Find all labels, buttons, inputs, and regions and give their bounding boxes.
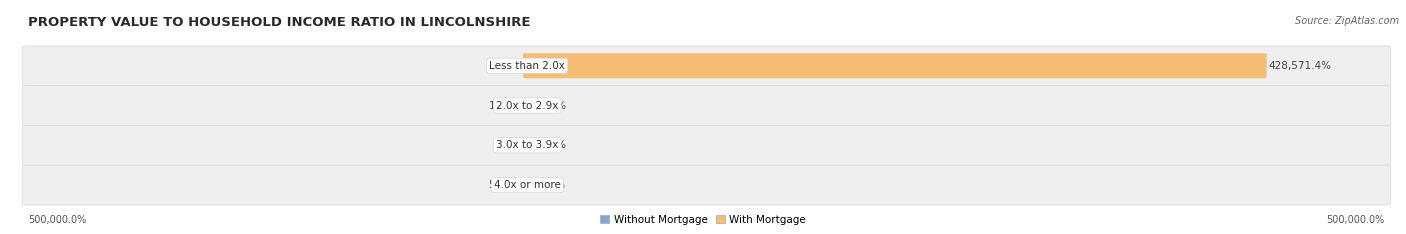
Text: 53.9%: 53.9% xyxy=(488,180,522,190)
FancyBboxPatch shape xyxy=(22,46,1391,86)
Text: 4.0x or more: 4.0x or more xyxy=(494,180,561,190)
FancyBboxPatch shape xyxy=(523,53,1267,78)
Text: 15.4%: 15.4% xyxy=(488,101,522,110)
Text: 17.9%: 17.9% xyxy=(533,180,567,190)
Text: Less than 2.0x: Less than 2.0x xyxy=(489,61,565,71)
Text: 35.7%: 35.7% xyxy=(533,101,567,110)
Legend: Without Mortgage, With Mortgage: Without Mortgage, With Mortgage xyxy=(596,210,810,229)
FancyBboxPatch shape xyxy=(22,86,1391,125)
Text: 3.0x to 3.9x: 3.0x to 3.9x xyxy=(496,140,558,150)
Text: PROPERTY VALUE TO HOUSEHOLD INCOME RATIO IN LINCOLNSHIRE: PROPERTY VALUE TO HOUSEHOLD INCOME RATIO… xyxy=(28,16,530,29)
Text: 428,571.4%: 428,571.4% xyxy=(1268,61,1331,71)
FancyBboxPatch shape xyxy=(22,125,1391,165)
FancyBboxPatch shape xyxy=(22,165,1391,205)
Text: 500,000.0%: 500,000.0% xyxy=(28,215,86,225)
Text: 25.0%: 25.0% xyxy=(533,140,567,150)
Text: 2.0x to 2.9x: 2.0x to 2.9x xyxy=(496,101,558,110)
Text: 7.7%: 7.7% xyxy=(495,140,522,150)
Text: Source: ZipAtlas.com: Source: ZipAtlas.com xyxy=(1295,16,1399,26)
Text: 23.1%: 23.1% xyxy=(488,61,522,71)
Text: 500,000.0%: 500,000.0% xyxy=(1327,215,1385,225)
